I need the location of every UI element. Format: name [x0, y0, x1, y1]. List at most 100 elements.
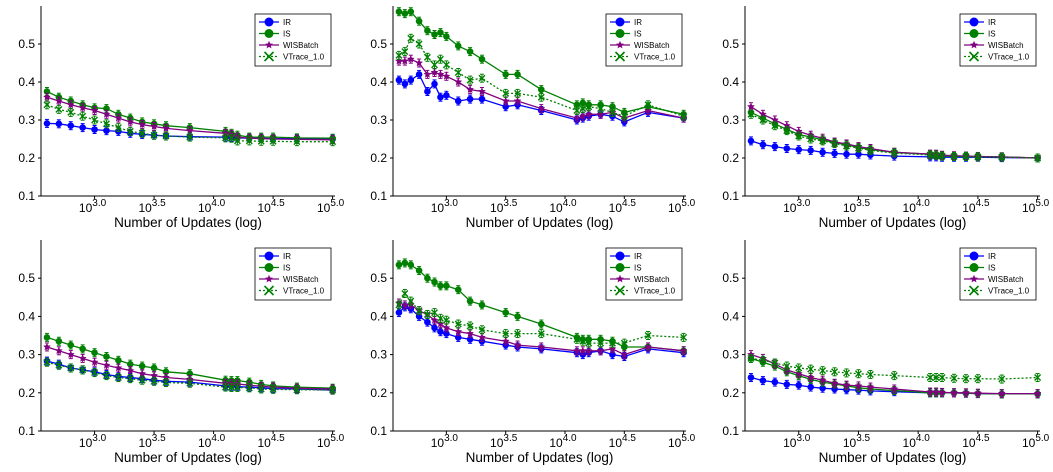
data-point — [407, 8, 415, 15]
data-point — [890, 372, 898, 380]
data-point — [126, 127, 134, 135]
data-point — [102, 120, 110, 128]
data-point — [644, 101, 652, 109]
data-point — [43, 358, 51, 366]
data-point — [126, 375, 134, 383]
legend-label: IS — [988, 264, 996, 273]
legend-marker — [616, 274, 624, 283]
data-point — [437, 282, 444, 290]
data-point — [579, 105, 587, 113]
data-point — [807, 147, 814, 154]
x-tick-label: 103.0 — [431, 433, 459, 450]
x-tick-label: 104.0 — [198, 433, 226, 450]
y-tick-label: 0.3 — [722, 113, 739, 127]
legend-label: VTrace_1.0 — [634, 53, 676, 62]
data-point — [150, 131, 158, 139]
data-point — [759, 356, 767, 364]
legend-label: WISBatch — [634, 41, 670, 50]
data-point — [395, 301, 403, 309]
y-tick-label: 0.1 — [722, 189, 739, 203]
data-point — [126, 360, 134, 368]
data-point — [854, 370, 862, 378]
data-point — [103, 127, 110, 134]
data-point — [103, 353, 110, 360]
data-point — [67, 364, 75, 372]
data-point — [42, 342, 52, 351]
data-point — [407, 261, 415, 269]
x-axis-label: Number of Updates (log) — [819, 450, 967, 465]
data-point — [102, 361, 111, 369]
data-point — [91, 116, 99, 124]
data-point — [759, 377, 767, 384]
data-point — [932, 151, 940, 159]
legend-label: IR — [988, 18, 996, 27]
data-point — [514, 71, 521, 78]
data-point — [423, 70, 432, 78]
legend-label: IS — [283, 264, 291, 273]
data-point — [66, 100, 75, 109]
data-point — [415, 58, 424, 67]
data-point — [406, 54, 415, 63]
data-point — [537, 320, 545, 328]
data-point — [466, 329, 475, 338]
data-point — [436, 70, 445, 78]
data-point — [415, 307, 423, 315]
y-tick-label: 0.5 — [370, 271, 387, 285]
data-point — [67, 108, 75, 116]
data-point — [608, 344, 617, 353]
data-point — [620, 112, 628, 120]
data-point — [578, 111, 587, 120]
x-tick-label: 104.5 — [609, 198, 637, 215]
data-point — [90, 106, 99, 114]
legend-marker — [615, 263, 625, 272]
data-point — [401, 48, 409, 56]
data-point — [67, 341, 75, 349]
data-point — [961, 388, 971, 397]
data-point — [819, 367, 827, 375]
legend-label: VTrace_1.0 — [634, 287, 676, 296]
data-point — [795, 364, 803, 372]
data-point — [395, 76, 403, 84]
data-point — [150, 364, 158, 372]
data-point — [746, 102, 756, 111]
y-tick-label: 0.2 — [18, 386, 35, 400]
data-point — [55, 105, 63, 113]
data-point — [443, 282, 450, 290]
data-point — [938, 388, 947, 396]
data-point — [79, 366, 87, 374]
data-point — [91, 126, 98, 133]
data-point — [843, 150, 850, 158]
data-point — [679, 346, 688, 355]
legend-marker — [264, 251, 274, 261]
data-point — [620, 339, 628, 347]
legend-marker — [265, 274, 273, 283]
data-point — [245, 384, 253, 392]
data-point — [537, 342, 546, 351]
x-tick-label: 103.0 — [79, 433, 107, 450]
data-point — [998, 153, 1006, 161]
legend-marker — [968, 51, 980, 62]
x-tick-label: 105.0 — [668, 198, 696, 215]
data-point — [269, 385, 277, 393]
data-point — [54, 96, 63, 105]
x-tick-label: 103.5 — [138, 433, 166, 450]
y-tick-label: 0.3 — [722, 348, 739, 362]
data-point — [608, 108, 616, 116]
x-tick-label: 104.5 — [257, 433, 285, 450]
data-point — [998, 375, 1006, 383]
data-point — [1034, 154, 1042, 162]
data-point — [436, 55, 444, 63]
data-point — [608, 339, 616, 347]
x-tick-label: 105.0 — [1022, 433, 1050, 450]
data-point — [501, 336, 510, 345]
data-point — [150, 377, 158, 385]
data-point — [138, 369, 147, 378]
data-point — [771, 359, 779, 367]
data-point — [478, 326, 486, 334]
data-point — [644, 332, 652, 339]
data-point — [973, 388, 982, 397]
y-tick-label: 0.2 — [722, 386, 739, 400]
chart-panel-4: 0.1 0.2 0.3 0.4 0.5 103.0 103.5 104.0 104.5 105.0… — [18, 240, 345, 465]
data-point — [926, 151, 934, 159]
data-point — [938, 374, 946, 382]
